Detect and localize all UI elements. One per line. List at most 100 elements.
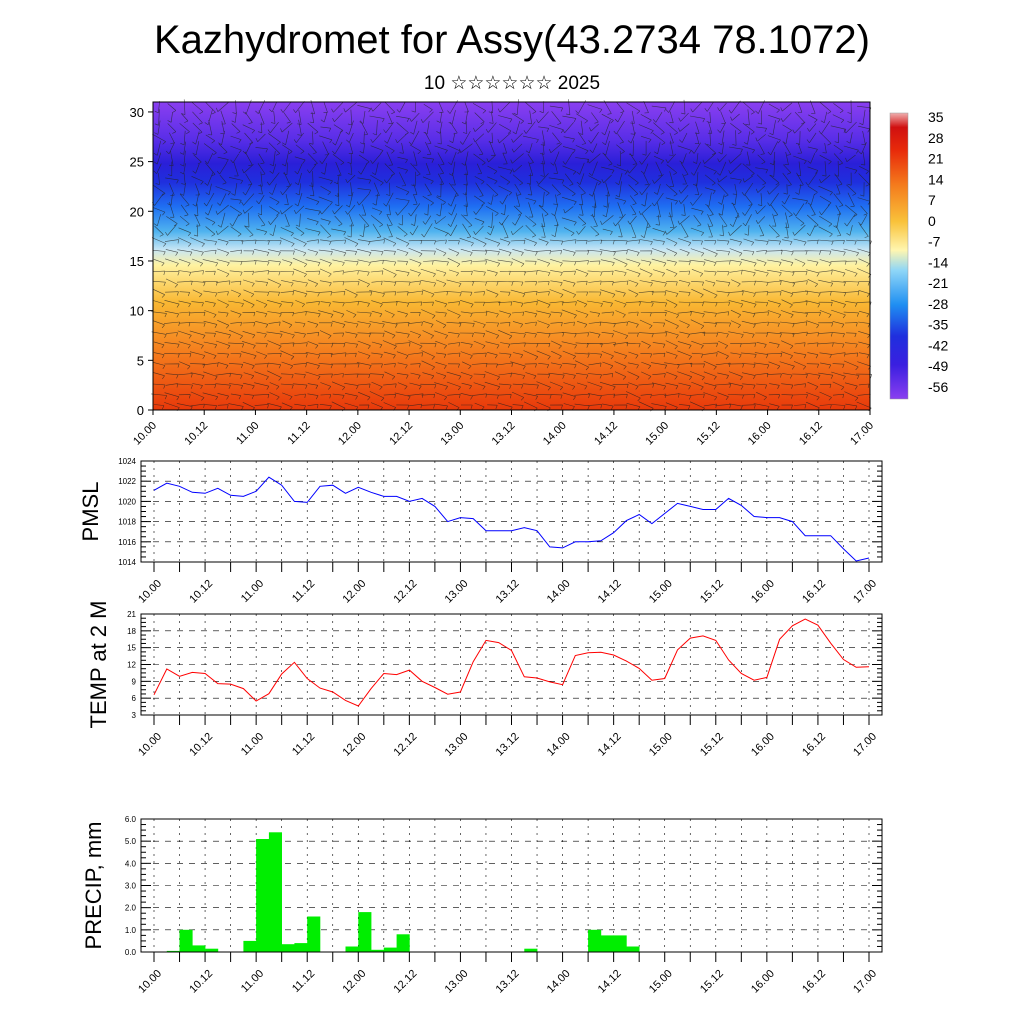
page-subtitle: 10 ☆☆☆☆☆☆ 2025	[423, 73, 601, 94]
x-tick-label: 11.00	[239, 731, 266, 758]
x-tick-label: 11.00	[234, 420, 261, 447]
y-tick-label: 3	[132, 711, 137, 720]
x-tick-label: 13.00	[438, 420, 466, 448]
x-tick-label: 17.00	[851, 731, 879, 759]
wind-barbs	[151, 99, 873, 412]
cross-section-panel: 0 5 10 15 20 25 30 10.00 10.12 11.00 11.12 12.00 12.…	[130, 99, 948, 448]
x-tick-label: 14.00	[545, 731, 573, 759]
y-tick-label: 10	[130, 304, 144, 319]
x-tick-label: 11.12	[285, 420, 312, 447]
x-tick-label: 14.12	[596, 968, 624, 996]
precip-bar	[396, 934, 410, 952]
x-tick-label: 14.00	[541, 420, 569, 448]
precip-bar	[358, 912, 372, 952]
colorbar-label: -35	[928, 317, 948, 333]
colorbar-label: -7	[928, 234, 941, 250]
x-tick-label: 13.00	[443, 578, 471, 606]
y-tick-label: 0.0	[125, 948, 137, 957]
precip-bar	[268, 832, 282, 952]
precip-bar	[345, 946, 359, 952]
colorbar-label: 28	[928, 130, 944, 146]
colorbar-label: 7	[928, 192, 936, 208]
precip-bar	[588, 929, 602, 952]
y-tick-label: 6	[132, 694, 137, 703]
y-tick-label: 1020	[118, 497, 136, 506]
x-tick-label: 16.00	[749, 968, 777, 996]
x-tick-label: 11.12	[290, 731, 317, 758]
x-tick-label: 12.12	[392, 578, 420, 606]
x-tick-label: 10.12	[187, 968, 215, 996]
grid	[141, 819, 882, 952]
x-tick-label: 13.12	[494, 578, 522, 606]
x-tick-label: 14.00	[545, 968, 573, 996]
x-tick-label: 14.12	[596, 578, 624, 606]
x-tick-label: 15.00	[647, 968, 675, 996]
y-tick-label: 4.0	[125, 859, 137, 868]
pmsl-panel: 1014 1016 1018 1020 1022 1024 10.00 10.12 11.00 1…	[78, 457, 883, 606]
y-axis-label: TEMP at 2 M	[86, 601, 111, 729]
x-tick-label: 15.12	[698, 731, 726, 759]
colorbar-label: -14	[928, 254, 948, 270]
x-tick-label: 14.00	[545, 578, 573, 606]
heatmap-field	[153, 102, 870, 410]
y-tick-label: 0	[137, 403, 144, 418]
x-tick-label: 16.12	[800, 731, 828, 759]
x-tick-label: 13.00	[443, 968, 471, 996]
series-line	[153, 476, 870, 562]
precip-bar	[166, 950, 180, 952]
colorbar-label: -21	[928, 275, 948, 291]
x-tick-label: 11.12	[290, 578, 317, 605]
x-tick-label: 16.00	[746, 420, 774, 448]
x-tick-label: 12.12	[392, 968, 420, 996]
y-tick-label: 20	[130, 204, 144, 219]
x-tick-label: 10.00	[131, 420, 159, 448]
colorbar-label: -49	[928, 358, 948, 374]
x-tick-label: 12.00	[340, 968, 368, 996]
y-tick-label: 21	[127, 610, 136, 619]
precip-bar	[256, 839, 270, 952]
precip-bar	[294, 943, 308, 952]
y-tick-label: 1014	[118, 558, 136, 567]
x-tick-label: 15.12	[695, 420, 723, 448]
x-tick-label: 15.00	[647, 731, 675, 759]
colorbar-label: -28	[928, 296, 948, 312]
x-tick-label: 16.12	[800, 968, 828, 996]
x-tick-label: 15.12	[698, 968, 726, 996]
x-tick-label: 16.00	[749, 731, 777, 759]
colorbar-label: -42	[928, 337, 948, 353]
x-tick-label: 15.00	[643, 420, 671, 448]
x-tick-label: 16.12	[800, 578, 828, 606]
x-tick-label: 10.12	[187, 731, 215, 759]
x-tick-label: 11.12	[290, 968, 317, 995]
y-tick-label: 9	[132, 677, 137, 686]
x-tick-label: 12.12	[387, 420, 415, 448]
x-tick-label: 10.12	[182, 420, 210, 448]
y-axis-label: PMSL	[78, 482, 103, 542]
x-tick-label: 13.12	[494, 731, 522, 759]
x-tick-label: 15.00	[647, 578, 675, 606]
temp-panel: 3 6 9 12 15 18 21 10.00 10.12 11.00 11.12 12.00 12.1…	[86, 601, 883, 759]
x-tick-label: 12.12	[392, 731, 420, 759]
precip-bar	[600, 935, 614, 952]
x-tick-label: 14.12	[596, 731, 624, 759]
precip-bar	[524, 948, 538, 952]
colorbar-label: 21	[928, 151, 944, 167]
y-tick-label: 2.0	[125, 904, 137, 913]
precip-bar	[205, 948, 219, 952]
colorbar-label: 0	[928, 213, 936, 229]
x-tick-label: 11.00	[239, 578, 266, 605]
x-tick-label: 10.12	[187, 578, 215, 606]
y-tick-label: 1016	[118, 538, 136, 547]
colorbar-label: 35	[928, 109, 944, 125]
colorbar	[889, 112, 909, 400]
precip-bar	[613, 935, 627, 952]
y-tick-label: 5	[137, 353, 144, 368]
precip-bar	[179, 929, 193, 952]
precip-bar	[383, 947, 397, 952]
precip-panel: 0.0 1.0 2.0 3.0 4.0 5.0 6.0 10.00 10.12 11.00 11.1…	[81, 815, 883, 996]
x-tick-label: 11.00	[239, 968, 266, 995]
precip-bar	[307, 916, 321, 952]
colorbar-label: 14	[928, 171, 944, 187]
precip-bar	[281, 944, 295, 952]
